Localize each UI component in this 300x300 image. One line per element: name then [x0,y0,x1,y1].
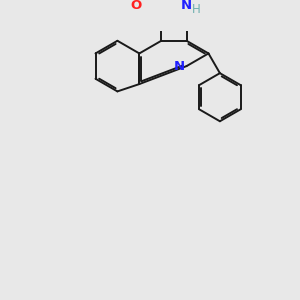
Text: O: O [130,0,141,13]
Text: N: N [181,0,192,13]
Text: H: H [192,4,201,16]
Text: N: N [174,60,185,73]
